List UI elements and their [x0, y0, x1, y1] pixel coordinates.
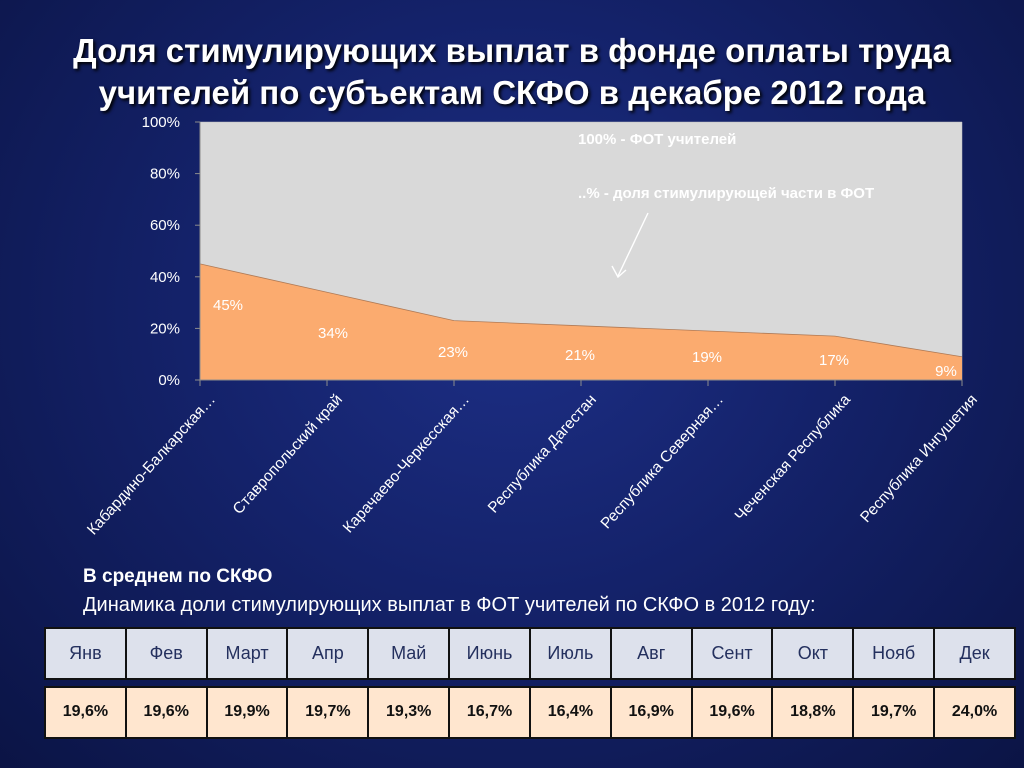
month-value-cell: 16,4%: [528, 685, 612, 740]
table-gap-cell: [529, 678, 611, 688]
x-category-label: Республика Ингушетия: [857, 391, 981, 526]
month-header-cell: Дек: [933, 626, 1016, 681]
table-gap-cell: [772, 678, 854, 688]
month-header-cell: Июль: [528, 626, 612, 681]
month-header-cell: Нояб: [852, 626, 936, 681]
month-value-cell: 19,3%: [367, 685, 451, 740]
month-header-cell: Март: [205, 626, 289, 681]
table-gap-cell: [125, 678, 207, 688]
month-header-cell: Авг: [609, 626, 693, 681]
month-header-cell: Май: [367, 626, 451, 681]
data-label: 21%: [565, 347, 595, 364]
y-tick-label: 100%: [142, 114, 180, 131]
month-value-cell: 16,7%: [448, 685, 531, 740]
table-gap-cell: [206, 678, 288, 688]
y-tick-label: 80%: [150, 166, 180, 183]
table-gap-cell: [368, 678, 450, 688]
x-category-label: Ставропольский край: [230, 391, 346, 517]
month-value-cell: 19,6%: [690, 685, 774, 740]
month-header-cell: Апр: [286, 626, 370, 681]
annotation-arrow-head: [611, 265, 627, 279]
table-gap-cell: [287, 678, 369, 688]
area-stimulating-share: [200, 263, 962, 380]
area-chart: 0% 20% 40% 60% 80% 100% Кабардино-Балкарская… С…: [84, 114, 981, 538]
month-value-cell: 19,7%: [852, 685, 936, 740]
x-category-label: Чеченская Республика: [732, 391, 855, 524]
data-label: 19%: [692, 349, 722, 366]
y-tick-label: 60%: [150, 217, 180, 234]
monthly-table: Янв Фев Март Апр Май Июнь Июль Авг Сент Окт Нояб Де…: [44, 626, 1016, 740]
table-gap-cell: [45, 678, 126, 688]
values-row: 19,6% 19,6% 19,9% 19,7% 19,3% 16,7% 16,4% 16,9%…: [44, 685, 1016, 740]
table-gap-cell: [610, 678, 692, 688]
data-label: 23%: [438, 344, 468, 361]
month-value-cell: 19,6%: [124, 685, 208, 740]
x-category-label: Кабардино-Балкарская…: [84, 391, 219, 538]
annotation-share: ..% - доля стимулирующей части в ФОТ: [578, 185, 874, 202]
title-line-2: учителей по субъектам СКФО в декабре 201…: [98, 74, 926, 111]
month-header-cell: Сент: [690, 626, 774, 681]
table-gap-cell: [934, 678, 1015, 688]
month-value-cell: 19,7%: [286, 685, 370, 740]
table-gap-cell: [691, 678, 773, 688]
annotation-total: 100% - ФОТ учителей: [578, 131, 736, 148]
month-value-cell: 18,8%: [771, 685, 855, 740]
x-category-label: Республика Дагестан: [485, 391, 600, 516]
area-stimulating-edge: [199, 263, 963, 358]
y-tick-label: 40%: [150, 269, 180, 286]
annotation-arrow-line: [617, 212, 649, 277]
title-line-1: Доля стимулирующих выплат в фонде оплаты…: [73, 32, 951, 69]
month-header-cell: Окт: [771, 626, 855, 681]
month-value-cell: 16,9%: [609, 685, 693, 740]
data-label: 34%: [318, 325, 348, 342]
data-label: 45%: [213, 297, 243, 314]
table-gap-cell: [449, 678, 530, 688]
y-tick-label: 0%: [158, 372, 180, 389]
x-category-label: Республика Северная…: [598, 391, 727, 532]
month-header-cell: Июнь: [448, 626, 531, 681]
x-category-label: Карачаево-Черкесская…: [340, 391, 473, 536]
average-heading: В среднем по СКФО: [83, 566, 273, 587]
y-tick-label: 20%: [150, 320, 180, 337]
month-value-cell: 19,9%: [205, 685, 289, 740]
month-value-cell: 24,0%: [933, 685, 1016, 740]
table-gap: [45, 678, 1015, 688]
data-label: 9%: [935, 363, 957, 380]
months-row: Янв Фев Март Апр Май Июнь Июль Авг Сент Окт Нояб Де…: [44, 626, 1016, 681]
page-title: Доля стимулирующих выплат в фонде оплаты…: [0, 30, 1024, 114]
month-value-cell: 19,6%: [44, 685, 127, 740]
month-header-cell: Янв: [44, 626, 127, 681]
dynamics-caption: Динамика доли стимулирующих выплат в ФОТ…: [83, 594, 816, 616]
table-gap-cell: [853, 678, 935, 688]
data-label: 17%: [819, 352, 849, 369]
month-header-cell: Фев: [124, 626, 208, 681]
